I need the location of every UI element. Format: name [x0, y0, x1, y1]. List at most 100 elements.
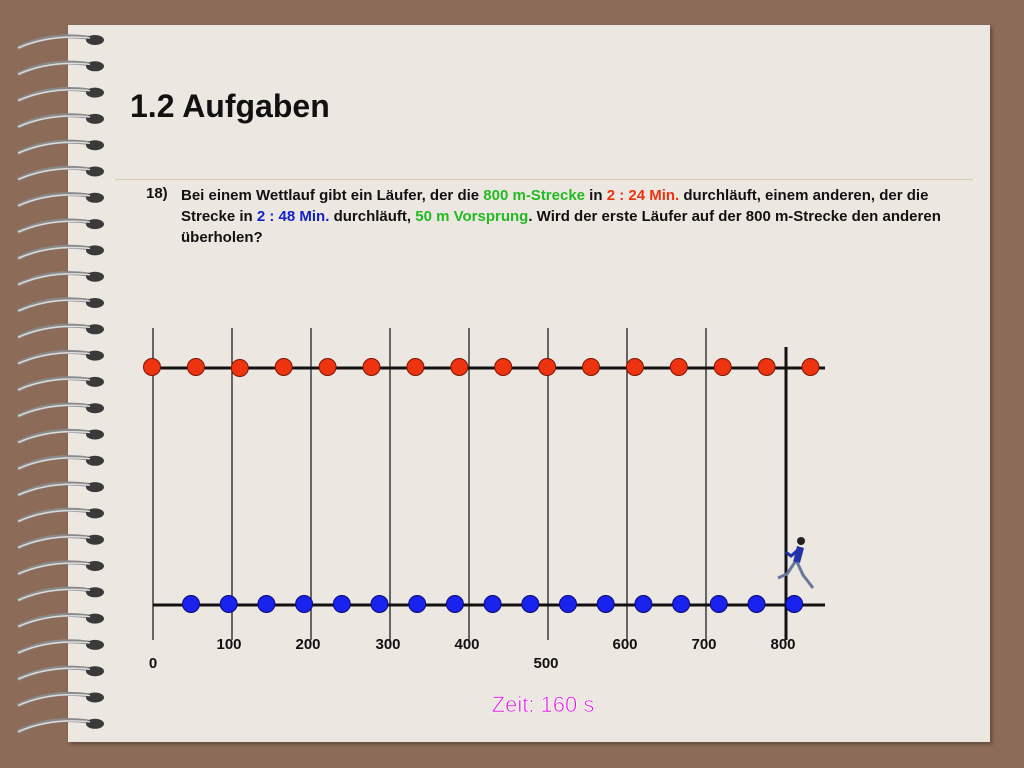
red-dot — [669, 358, 688, 376]
spiral-hole — [86, 534, 104, 545]
red-dot — [713, 358, 732, 376]
blue-dot — [559, 595, 577, 613]
axis-label: 700 — [691, 636, 716, 653]
text-segment: . Wird der erste Läufer auf der 800 m-St… — [181, 208, 941, 246]
spiral-hole — [86, 245, 104, 256]
spiral-ring — [17, 194, 91, 207]
slide-title: 1.2 Aufgaben — [130, 88, 330, 124]
blue-dot — [370, 595, 389, 613]
spiral-ring — [17, 509, 91, 523]
axis-label: 200 — [295, 636, 320, 653]
spiral-ring — [17, 351, 91, 365]
red-dot — [186, 358, 205, 376]
red-dot — [230, 359, 249, 377]
spiral-ring — [17, 115, 91, 128]
blue-dot — [332, 595, 351, 613]
spiral-hole — [86, 35, 104, 45]
spiral-ring — [17, 483, 91, 496]
red-dot — [362, 358, 381, 376]
red-dot — [494, 358, 513, 376]
spiral-hole — [86, 666, 104, 677]
text-segment: 2 : 24 Min. — [606, 187, 680, 204]
divider — [115, 179, 973, 180]
axis-label: 0 — [149, 655, 157, 672]
spiral-hole — [86, 324, 104, 335]
axis-label: 300 — [375, 636, 400, 653]
text-segment: 50 m Vorsprung — [415, 208, 529, 225]
spiral-ring — [17, 457, 91, 470]
task-text: Bei einem Wettlauf gibt ein Läufer, der … — [181, 185, 941, 248]
blue-dot — [483, 595, 502, 613]
spiral-hole — [86, 192, 104, 203]
spiral-ring — [17, 378, 91, 391]
spiral-ring — [17, 325, 91, 338]
red-dot — [274, 358, 293, 376]
red-dot — [143, 358, 161, 376]
spiral-hole — [86, 61, 104, 72]
red-dot — [757, 358, 776, 376]
spiral-hole — [86, 613, 104, 624]
blue-dot — [747, 595, 766, 613]
blue-dot — [596, 595, 615, 613]
red-dot — [538, 358, 557, 376]
task-number: 18) — [146, 185, 168, 202]
blue-dot — [219, 595, 238, 613]
blue-dot — [672, 595, 691, 613]
spiral-hole — [86, 403, 104, 414]
spiral-hole — [86, 298, 104, 308]
text-segment: 800 m-Strecke — [483, 187, 586, 204]
spiral-ring — [17, 88, 91, 102]
blue-dot — [785, 595, 804, 613]
runner-part — [777, 561, 815, 589]
spiral-hole — [86, 639, 104, 650]
blue-dot — [445, 595, 464, 613]
spiral-ring — [17, 720, 91, 733]
blue-dot — [295, 595, 314, 613]
red-dot — [582, 358, 600, 376]
spiral-hole — [86, 587, 104, 598]
spiral-ring — [17, 588, 91, 601]
spiral-ring — [17, 667, 91, 680]
axis-label: 500 — [533, 655, 558, 672]
spiral-hole — [86, 482, 104, 493]
spiral-ring — [17, 273, 91, 286]
spiral-ring — [17, 404, 91, 417]
red-dot — [450, 358, 469, 376]
spiral-ring — [17, 36, 91, 49]
runner-part — [785, 547, 800, 558]
text-segment: durchläuft, — [329, 208, 416, 225]
spiral-ring — [17, 614, 91, 628]
runner-part — [797, 537, 805, 545]
axis-label: 400 — [454, 636, 479, 653]
red-dot — [625, 358, 644, 376]
spiral-hole — [86, 271, 104, 282]
axis-label: 800 — [770, 636, 795, 653]
spiral-hole — [86, 350, 104, 361]
text-segment: 2 : 48 Min. — [256, 208, 330, 225]
runner-part — [793, 546, 804, 563]
blue-dot — [182, 595, 200, 613]
spiral-ring — [17, 693, 91, 707]
spiral-hole — [86, 692, 104, 703]
text-segment: in — [585, 187, 607, 204]
spiral-ring — [17, 430, 91, 444]
spiral-ring — [17, 141, 91, 154]
runner-icon — [777, 537, 815, 589]
spiral-ring — [17, 562, 91, 575]
spiral-hole — [86, 219, 104, 230]
blue-dot — [634, 595, 653, 613]
spiral-hole — [86, 561, 104, 571]
text-segment: durchläuft, einem anderen, der die Strec… — [181, 187, 929, 225]
spiral-hole — [86, 140, 104, 151]
spiral-hole — [86, 376, 104, 387]
axis-label: 600 — [612, 636, 637, 653]
spiral-hole — [86, 113, 104, 124]
spiral-hole — [86, 166, 104, 177]
blue-dot — [521, 595, 540, 613]
time-label: Zeit: 160 s — [492, 692, 595, 717]
blue-dot — [257, 595, 276, 613]
text-segment: Bei einem Wettlauf gibt ein Läufer, der … — [181, 187, 484, 204]
spiral-ring — [17, 246, 91, 260]
